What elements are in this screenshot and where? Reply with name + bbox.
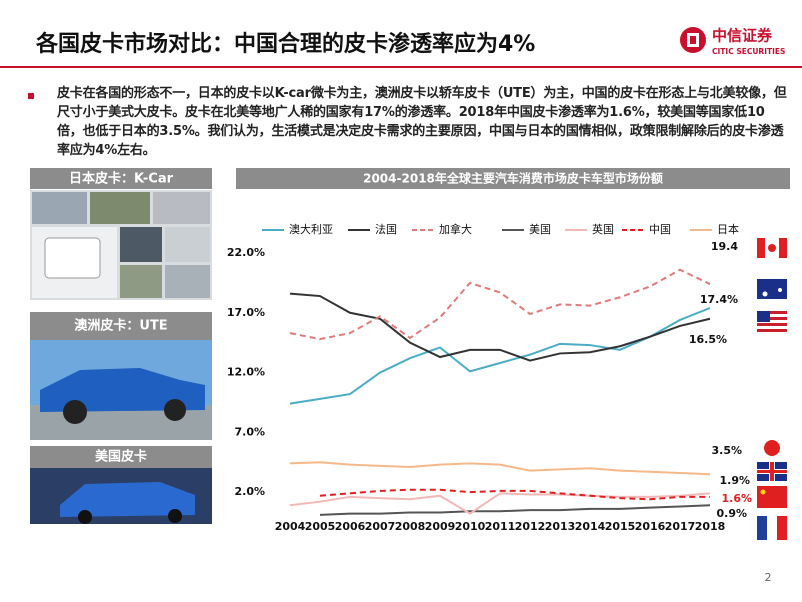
- value-label: 1.6%: [721, 492, 752, 505]
- x-tick-label: 2017: [665, 520, 696, 533]
- legend-label: 中国: [649, 223, 671, 236]
- x-tick-label: 2018: [695, 520, 726, 533]
- value-label: 0.9%: [716, 507, 747, 520]
- legend-label: 日本: [717, 222, 739, 236]
- value-label: 1.9%: [719, 474, 750, 487]
- series-line: [289, 492, 711, 515]
- y-tick-label: 12.0%: [227, 366, 265, 379]
- series-line: [319, 504, 711, 516]
- panel-label: 澳洲皮卡：UTE: [74, 318, 167, 334]
- legend-label: 加拿大: [439, 222, 472, 236]
- y-tick-label: 2.0%: [234, 485, 265, 498]
- logo: 中信证券 CITIC SECURITIES: [680, 27, 785, 56]
- panel-label: 美国皮卡: [95, 449, 147, 465]
- x-tick-label: 2005: [305, 520, 336, 533]
- slide-title: 各国皮卡市场对比：中国合理的皮卡渗透率应为4%: [35, 31, 535, 57]
- chart-header: [236, 168, 790, 189]
- x-tick-label: 2013: [545, 520, 576, 533]
- value-label: 17.4%: [700, 293, 738, 306]
- series-line: [319, 488, 710, 501]
- x-tick-label: 2007: [365, 520, 396, 533]
- logo-en: CITIC SECURITIES: [712, 47, 785, 56]
- series-line: [289, 307, 711, 405]
- x-tick-label: 2012: [515, 520, 546, 533]
- series-line: [289, 292, 711, 362]
- legend-label: 澳大利亚: [289, 222, 333, 236]
- y-tick-label: 7.0%: [234, 425, 265, 438]
- bullet-marker: [28, 93, 34, 99]
- x-tick-label: 2016: [635, 520, 666, 533]
- photo-kcar: [30, 190, 212, 300]
- photo-ute: [30, 340, 212, 440]
- y-tick-label: 17.0%: [227, 306, 265, 319]
- panel-header: [30, 312, 212, 340]
- x-tick-label: 2014: [575, 520, 606, 533]
- panel-header: [30, 446, 212, 468]
- value-label: 3.5%: [711, 444, 742, 457]
- x-tick-label: 2011: [485, 520, 516, 533]
- value-label: 19.4: [711, 240, 738, 253]
- bullet-text: 皮卡在各国的形态不一，日本的皮卡以K-car微卡为主，澳洲皮卡以轿车皮卡（UTE…: [57, 86, 787, 158]
- photo-us-pickup: [30, 468, 212, 524]
- series-line: [289, 268, 711, 341]
- x-tick-label: 2015: [605, 520, 636, 533]
- y-tick-label: 22.0%: [227, 246, 265, 259]
- series-line: [289, 461, 711, 476]
- legend-label: 英国: [592, 222, 614, 236]
- panel-label: 日本皮卡：K-Car: [69, 171, 174, 187]
- logo-cn: 中信证券: [712, 27, 773, 45]
- title-rule: [0, 66, 802, 68]
- legend-label: 法国: [375, 222, 397, 236]
- chart-title: 2004-2018年全球主要汽车消费市场皮卡车型市场份额: [363, 171, 663, 186]
- value-label: 16.5%: [689, 333, 727, 346]
- legend-label: 美国: [529, 223, 551, 236]
- page-number: 2: [765, 571, 772, 584]
- x-tick-label: 2008: [395, 520, 426, 533]
- panel-header: [30, 168, 212, 189]
- x-tick-label: 2009: [425, 520, 456, 533]
- x-tick-label: 2004: [275, 520, 306, 533]
- x-tick-label: 2006: [335, 520, 366, 533]
- x-tick-label: 2010: [455, 520, 486, 533]
- flags: [757, 238, 787, 540]
